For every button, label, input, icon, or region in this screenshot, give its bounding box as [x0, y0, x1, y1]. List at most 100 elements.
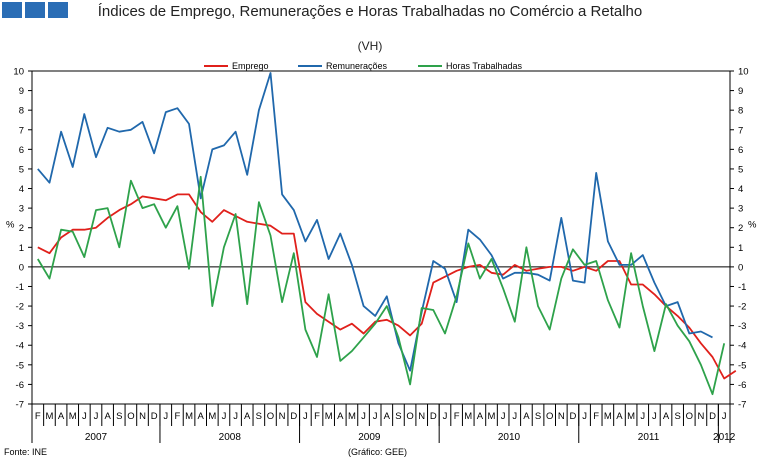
month-label: M: [348, 411, 356, 422]
footer-credit: (Gráfico: GEE): [348, 447, 407, 457]
month-label: F: [593, 411, 599, 422]
y-tick-label-left: 7: [19, 125, 24, 136]
footer-source: Fonte: INE: [4, 447, 47, 457]
year-label: 2009: [358, 432, 381, 443]
y-tick-label-left: -2: [16, 302, 24, 313]
chart-series: [37, 72, 737, 396]
y-tick-label-right: -4: [738, 341, 746, 352]
month-label: A: [616, 411, 623, 422]
y-tick-label-left: 2: [19, 223, 24, 234]
y-tick-label-right: 3: [738, 204, 743, 215]
y-tick-label-right: 2: [738, 223, 743, 234]
month-label: N: [558, 411, 565, 422]
month-label: M: [604, 411, 612, 422]
month-label: S: [395, 411, 401, 422]
month-label: S: [256, 411, 262, 422]
month-label: M: [208, 411, 216, 422]
legend-label: Horas Trabalhadas: [446, 61, 523, 71]
month-label: O: [127, 411, 134, 422]
y-tick-label-right: 9: [738, 86, 743, 97]
month-label: M: [69, 411, 77, 422]
month-label: M: [627, 411, 635, 422]
month-label: J: [222, 411, 227, 422]
month-label: M: [488, 411, 496, 422]
month-label: S: [535, 411, 541, 422]
month-label: F: [314, 411, 320, 422]
y-tick-label-left: 3: [19, 204, 24, 215]
y-tick-label-right: 4: [738, 184, 743, 195]
y-tick-label-right: -1: [738, 282, 746, 293]
month-label: D: [709, 411, 716, 422]
month-label: O: [686, 411, 693, 422]
month-label: N: [697, 411, 704, 422]
month-label: F: [454, 411, 460, 422]
month-label: A: [384, 411, 391, 422]
y-tick-label-right: 7: [738, 125, 743, 136]
month-label: N: [418, 411, 425, 422]
y-tick-label-left: 4: [19, 184, 24, 195]
month-label: O: [406, 411, 413, 422]
month-label: A: [244, 411, 251, 422]
y-tick-label-left: -3: [16, 321, 24, 332]
month-label: D: [430, 411, 437, 422]
month-label: F: [35, 411, 41, 422]
y-tick-label-right: 5: [738, 164, 743, 175]
month-label: D: [290, 411, 297, 422]
month-label: D: [151, 411, 158, 422]
y-tick-label-left: -7: [16, 400, 24, 411]
year-label: 2010: [498, 432, 521, 443]
series-line-horas-trabalhadas: [37, 175, 726, 396]
year-label: 2007: [85, 432, 108, 443]
month-label: N: [139, 411, 146, 422]
month-label: A: [523, 411, 530, 422]
y-tick-label-left: 8: [19, 106, 24, 117]
month-label: J: [640, 411, 645, 422]
month-label: A: [58, 411, 65, 422]
year-label: 2012: [713, 432, 736, 443]
month-label: J: [582, 411, 587, 422]
month-label: M: [464, 411, 472, 422]
chart-axes: 10 109 98 87 76 65 54 43 32 21 10 0-1 -1-2 -2-3 -3-4 -4…: [6, 67, 757, 443]
y-tick-label-left: 0: [19, 262, 24, 273]
month-label: J: [163, 411, 168, 422]
year-label: 2011: [638, 432, 660, 443]
y-tick-label-right: 6: [738, 145, 743, 156]
month-label: J: [303, 411, 308, 422]
y-tick-label-right: -5: [738, 360, 746, 371]
y-tick-label-left: -4: [16, 341, 24, 352]
gee-logo: [2, 2, 68, 18]
y-tick-label-left: -5: [16, 360, 24, 371]
month-label: J: [233, 411, 238, 422]
month-label: M: [45, 411, 53, 422]
month-label: A: [337, 411, 344, 422]
y-tick-label-left: 1: [19, 243, 24, 254]
month-label: A: [477, 411, 484, 422]
month-label: J: [82, 411, 87, 422]
legend-label: Remunerações: [326, 61, 388, 71]
y-axis-label-right: %: [748, 220, 757, 231]
y-tick-label-left: 9: [19, 86, 24, 97]
month-label: A: [198, 411, 205, 422]
y-tick-label-right: 10: [738, 67, 749, 78]
plot-area-border: [31, 70, 731, 405]
month-label: J: [361, 411, 366, 422]
month-label: A: [663, 411, 670, 422]
month-label: J: [94, 411, 99, 422]
month-label: J: [512, 411, 517, 422]
month-label: J: [501, 411, 506, 422]
month-label: D: [570, 411, 577, 422]
month-label: O: [267, 411, 274, 422]
month-label: J: [722, 411, 727, 422]
chart-legend: Emprego Remunerações Horas Trabalhadas: [204, 61, 523, 71]
y-tick-label-left: -1: [16, 282, 24, 293]
month-label: N: [279, 411, 286, 422]
month-label: S: [116, 411, 122, 422]
series-line-emprego: [37, 193, 737, 380]
y-tick-label-left: 5: [19, 164, 24, 175]
y-tick-label-left: 10: [13, 67, 24, 78]
y-tick-label-left: -6: [16, 380, 24, 391]
y-tick-label-right: 0: [738, 262, 743, 273]
y-tick-label-right: -2: [738, 302, 746, 313]
month-label: S: [674, 411, 680, 422]
